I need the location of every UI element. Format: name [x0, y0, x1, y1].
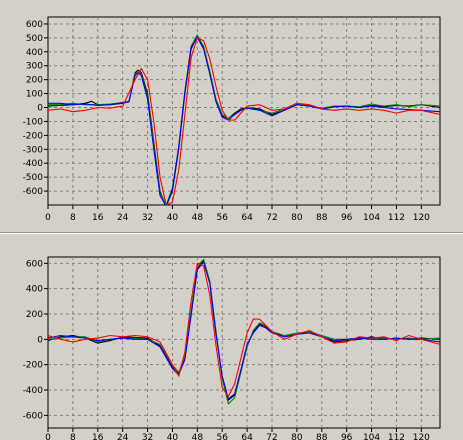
x-tick-label: 80: [291, 433, 303, 440]
x-tick-label: 56: [216, 213, 228, 223]
y-tick-label: -400: [23, 159, 44, 169]
x-tick-label: 0: [45, 213, 51, 223]
series-line-3: [48, 37, 440, 205]
x-tick-label: 56: [216, 433, 228, 440]
series-group: [48, 258, 440, 405]
y-tick-label: 0: [37, 104, 43, 114]
series-line-2: [48, 261, 440, 400]
x-tick-label: 24: [117, 433, 129, 440]
x-tick-label: 24: [117, 213, 129, 223]
x-tick-label: 64: [241, 433, 253, 440]
y-tick-label: -200: [23, 131, 44, 141]
y-tick-label: -600: [23, 187, 44, 197]
y-tick-label: -600: [23, 411, 44, 421]
x-tick-label: 104: [363, 433, 380, 440]
x-tick-label: 40: [167, 433, 179, 440]
plot-area: [47, 16, 441, 206]
y-tick-label: 400: [26, 285, 43, 295]
x-tick-label: 96: [341, 213, 353, 223]
x-tick-label: 8: [70, 213, 76, 223]
x-tick-label: 40: [167, 213, 179, 223]
y-tick-label: -300: [23, 145, 44, 155]
x-tick-label: 112: [388, 433, 405, 440]
x-tick-label: 120: [413, 213, 430, 223]
x-tick-label: 32: [142, 433, 153, 440]
panel-divider: [0, 233, 463, 234]
x-tick-label: 16: [92, 213, 104, 223]
x-tick-label: 120: [413, 433, 430, 440]
x-tick-label: 0: [45, 433, 51, 440]
series-group: [48, 34, 440, 205]
series-line-2: [48, 36, 440, 205]
series-line-0: [48, 260, 440, 401]
x-tick-label: 48: [192, 213, 204, 223]
x-tick-label: 32: [142, 213, 153, 223]
y-tick-label: 300: [26, 62, 43, 72]
y-tick-label: 400: [26, 48, 43, 58]
x-tick-label: 112: [388, 213, 405, 223]
y-tick-label: -100: [23, 117, 44, 127]
y-tick-label: -200: [23, 361, 44, 371]
panel-divider-shadow: [0, 232, 463, 233]
x-tick-label: 88: [316, 433, 328, 440]
x-tick-label: 48: [192, 433, 204, 440]
y-tick-label: 200: [26, 310, 43, 320]
x-tick-label: 104: [363, 213, 380, 223]
x-tick-label: 72: [266, 213, 277, 223]
grid: [48, 17, 440, 205]
x-tick-label: 72: [266, 433, 277, 440]
y-tick-label: 0: [37, 335, 43, 345]
x-tick-label: 8: [70, 433, 76, 440]
x-tick-label: 64: [241, 213, 253, 223]
y-tick-label: -500: [23, 173, 44, 183]
y-tick-label: 500: [26, 34, 43, 44]
y-tick-label: -400: [23, 386, 44, 396]
x-tick-label: 16: [92, 433, 104, 440]
y-tick-label: 200: [26, 76, 43, 86]
y-tick-label: 100: [26, 90, 43, 100]
x-tick-label: 96: [341, 433, 353, 440]
x-tick-label: 80: [291, 213, 303, 223]
series-line-3: [48, 262, 440, 397]
top-waveform-chart: 6005004003002001000-100-200-300-400-500-…: [23, 16, 441, 223]
plot-area: [47, 256, 441, 429]
x-tick-label: 88: [316, 213, 328, 223]
y-tick-label: 600: [26, 20, 43, 30]
y-tick-label: 600: [26, 259, 43, 269]
